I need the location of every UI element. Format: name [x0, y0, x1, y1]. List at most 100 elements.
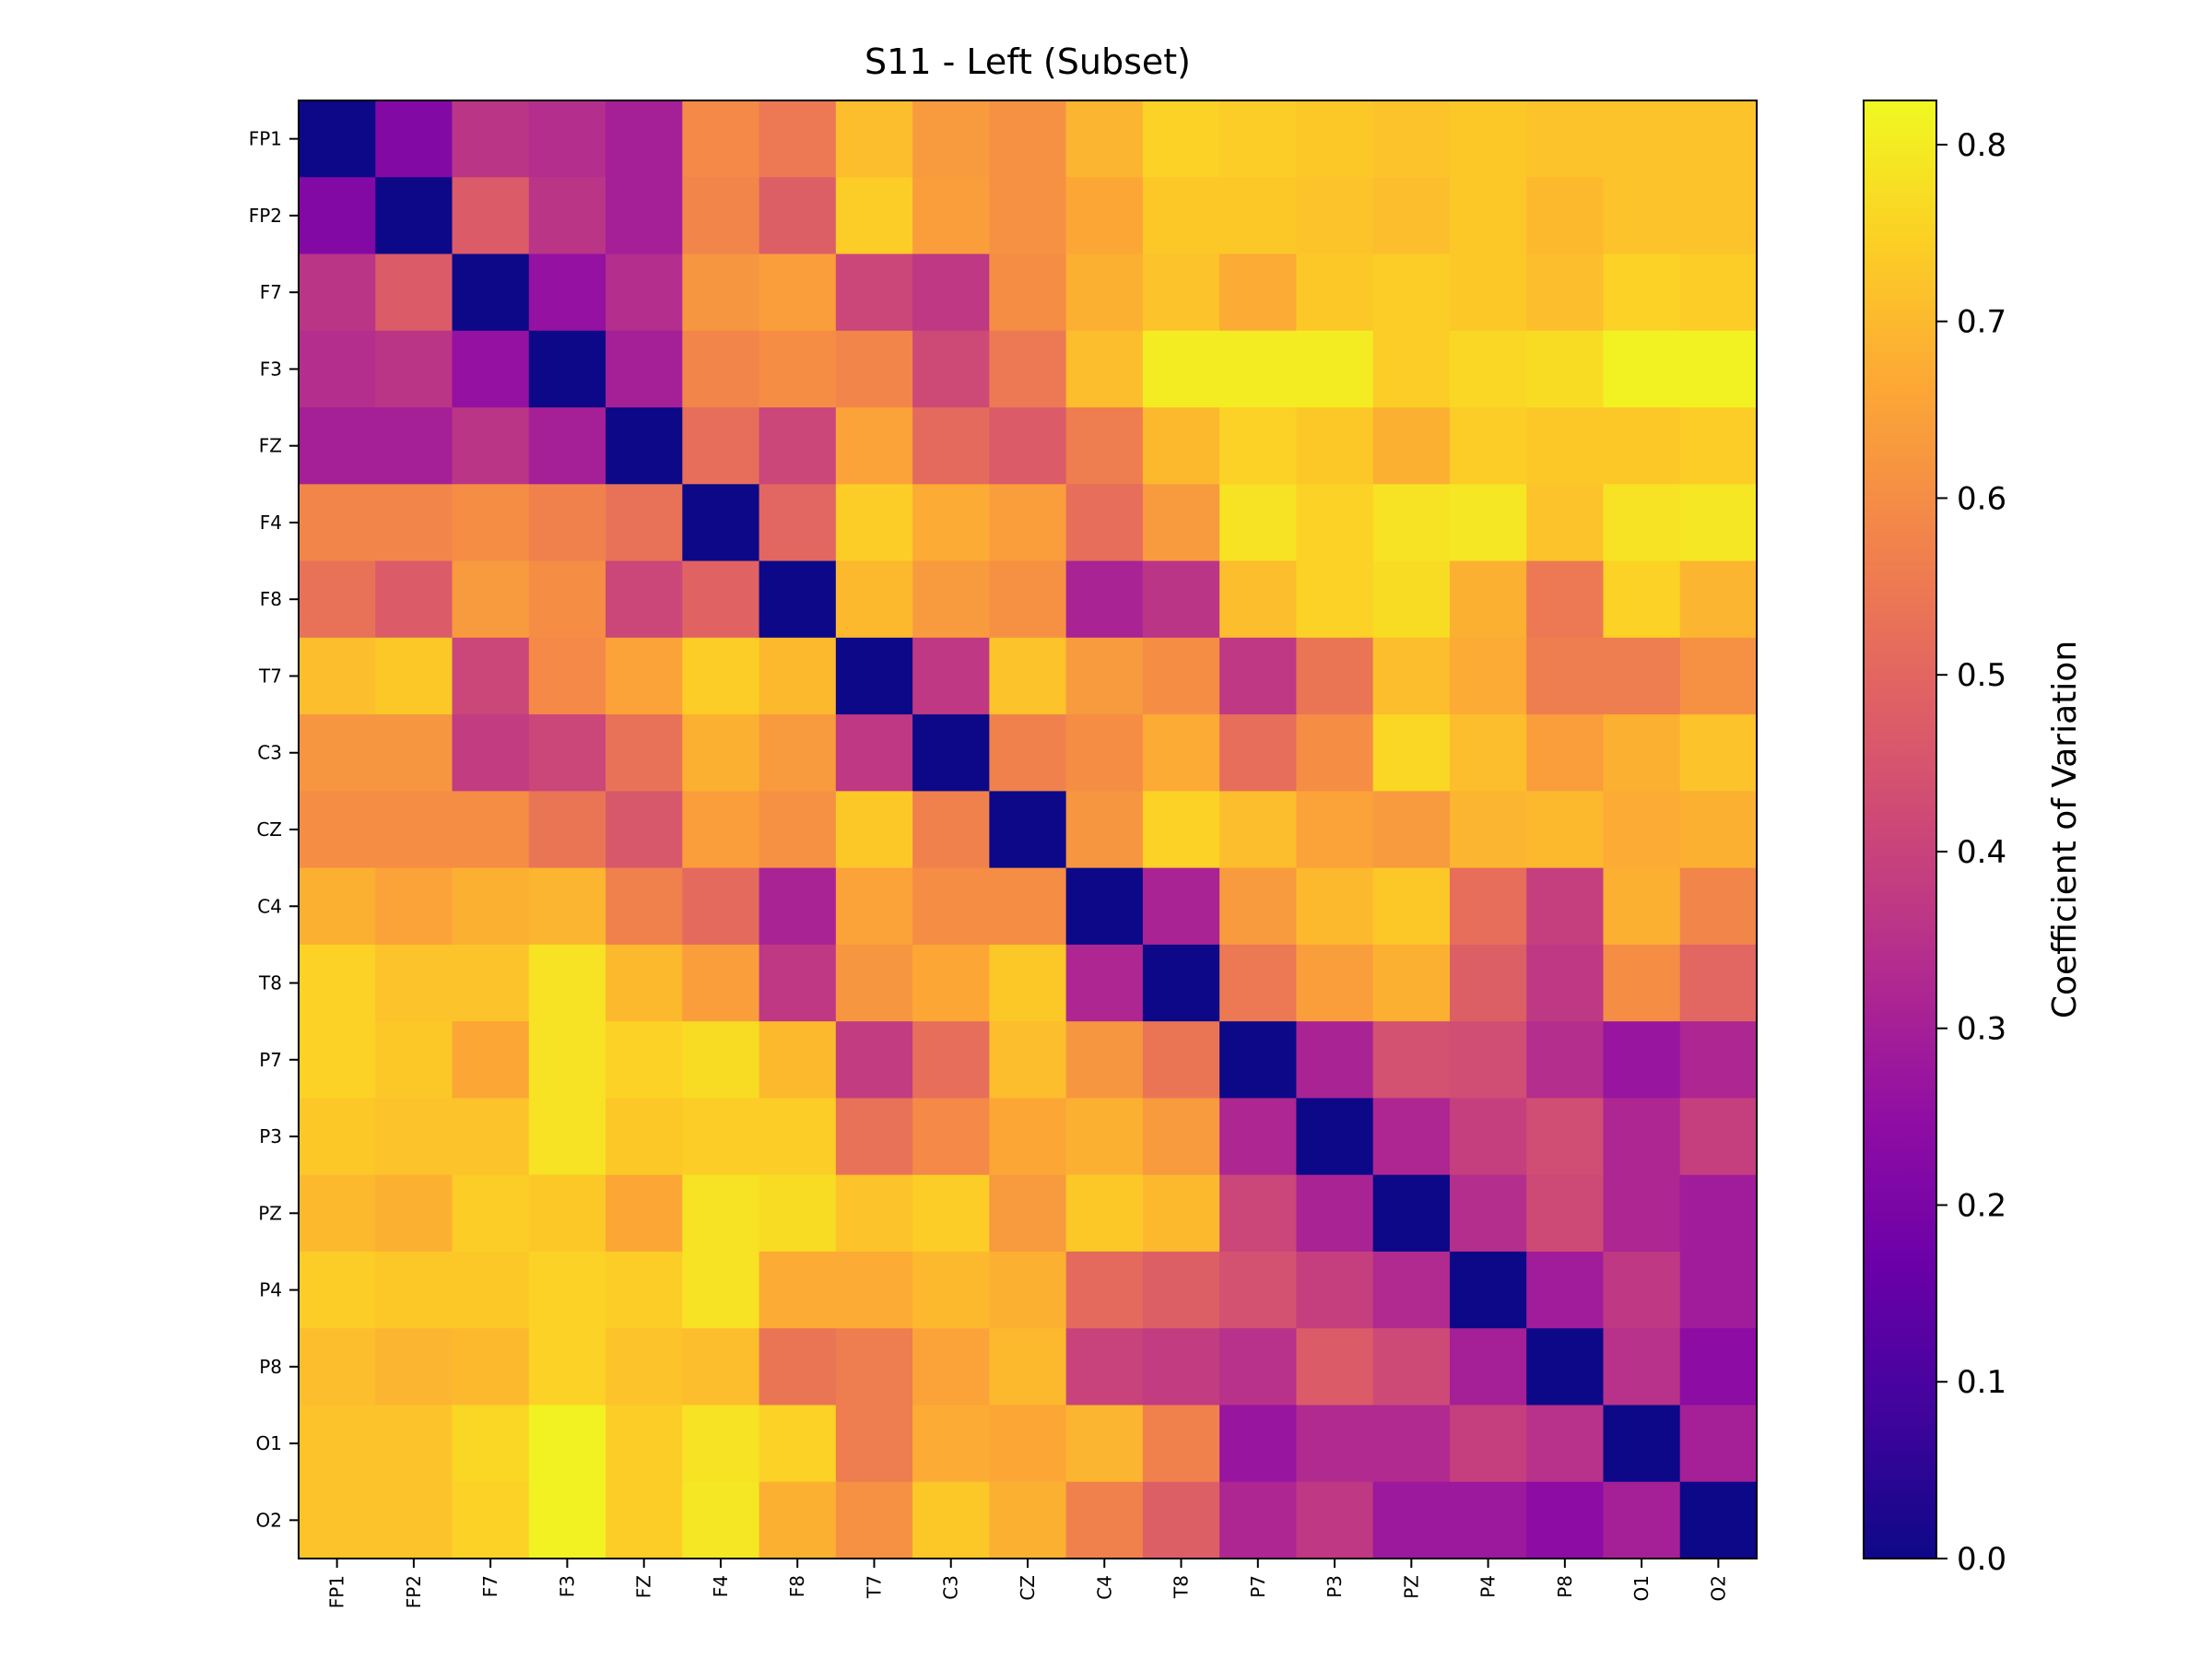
heatmap-cell [1142, 177, 1220, 255]
heatmap-cell [1679, 1174, 1758, 1253]
heatmap-cell [912, 944, 990, 1022]
heatmap-cell [1679, 1405, 1758, 1483]
heatmap-cell [528, 560, 606, 639]
heatmap-cell [1219, 714, 1298, 792]
heatmap-cell [452, 867, 530, 946]
heatmap-cell [989, 1098, 1067, 1176]
heatmap-cell [989, 1328, 1067, 1406]
heatmap-cell [606, 944, 683, 1022]
heatmap-cell [299, 1251, 376, 1329]
heatmap-cell [528, 484, 606, 562]
heatmap-cell [1219, 1481, 1298, 1559]
heatmap-cell [1065, 1098, 1144, 1176]
heatmap-cell [1142, 1021, 1220, 1100]
x-tick-label: P4 [1477, 1575, 1500, 1598]
y-tick-label: T8 [258, 972, 282, 994]
heatmap-cell [1065, 330, 1144, 408]
heatmap-cell [452, 791, 530, 869]
colorbar-label: Coefficient of Variation [2046, 641, 2084, 1018]
x-tick-label: P3 [1324, 1575, 1346, 1598]
heatmap-cell [1449, 560, 1527, 639]
heatmap-cell [1065, 407, 1144, 485]
heatmap-cell [1449, 407, 1527, 485]
heatmap-cell [1372, 177, 1451, 255]
heatmap-cell [1142, 637, 1220, 715]
heatmap-cell [452, 1405, 530, 1483]
x-tick-label: P7 [1247, 1575, 1269, 1598]
heatmap-cells [299, 100, 1758, 1559]
heatmap-cell [375, 1405, 453, 1483]
heatmap-cell [1142, 1251, 1220, 1329]
colorbar-ticks: 0.0 0.1 0.2 0.3 0.4 0.5 0.6 0.7 0.8 [1936, 127, 2006, 1578]
heatmap-cell [989, 560, 1067, 639]
heatmap-cell [1526, 1405, 1605, 1483]
heatmap-cell [1372, 714, 1451, 792]
heatmap-cell [528, 1251, 606, 1329]
heatmap-cell [1142, 560, 1220, 639]
x-tick-label: T8 [1171, 1575, 1193, 1599]
heatmap-cell [299, 637, 376, 715]
heatmap-cell [1065, 944, 1144, 1022]
heatmap-cell [1372, 1251, 1451, 1329]
heatmap-cell [1679, 1481, 1758, 1559]
heatmap-cell [1679, 714, 1758, 792]
heatmap-cell [1372, 1174, 1451, 1253]
colorbar [1863, 100, 1937, 1559]
colorbar-tick-label: 0.2 [1957, 1187, 2006, 1224]
heatmap-cell [299, 407, 376, 485]
heatmap-cell [835, 100, 913, 178]
heatmap-cell [375, 791, 453, 869]
heatmap-cell [1603, 867, 1681, 946]
heatmap-cell [1065, 253, 1144, 332]
heatmap-cell [1219, 1021, 1298, 1100]
heatmap-cell [452, 253, 530, 332]
heatmap-cell [1296, 944, 1374, 1022]
heatmap-cell [912, 637, 990, 715]
heatmap-cell [1142, 330, 1220, 408]
y-tick-label: FZ [259, 435, 282, 457]
heatmap-cell [528, 714, 606, 792]
heatmap-cell [1372, 791, 1451, 869]
heatmap-cell [299, 867, 376, 946]
y-axis-ticks: FP1 FP2 F7 F3 FZ F4 F8 T7 C3 CZ C4 T8 P7 P3 PZ P4 P8 O1 O2 [249, 128, 299, 1531]
heatmap-cell [1065, 100, 1144, 178]
heatmap-cell [835, 1021, 913, 1100]
heatmap-cell [912, 1328, 990, 1406]
heatmap-cell [1372, 1328, 1451, 1406]
heatmap-cell [1296, 177, 1374, 255]
heatmap-cell [912, 407, 990, 485]
heatmap-cell [606, 407, 683, 485]
heatmap-cell [452, 1481, 530, 1559]
x-tick-label: F4 [710, 1575, 732, 1597]
heatmap-cell [759, 1098, 837, 1176]
heatmap-cell [1526, 330, 1605, 408]
heatmap-cell [375, 944, 453, 1022]
x-axis-ticks: FP1 FP2 F7 F3 FZ F4 F8 T7 C3 CZ C4 T8 P7 P3 PZ P4 P8 O1 O2 [326, 1559, 1729, 1608]
heatmap-cell [606, 484, 683, 562]
heatmap-cell [1603, 1328, 1681, 1406]
heatmap-cell [912, 1021, 990, 1100]
heatmap-cell [1142, 100, 1220, 178]
heatmap-cell [835, 791, 913, 869]
heatmap-cell [528, 1328, 606, 1406]
colorbar-tick-label: 0.4 [1957, 834, 2006, 871]
heatmap-cell [1065, 177, 1144, 255]
heatmap-cell [989, 1481, 1067, 1559]
heatmap-cell [1526, 177, 1605, 255]
heatmap-cell [299, 791, 376, 869]
heatmap-cell [835, 867, 913, 946]
heatmap-cell [1372, 407, 1451, 485]
heatmap-cell [989, 1251, 1067, 1329]
heatmap-cell [1526, 1481, 1605, 1559]
y-tick-label: P3 [259, 1125, 282, 1147]
heatmap-cell [1219, 1328, 1298, 1406]
heatmap-cell [1449, 484, 1527, 562]
heatmap-cell [835, 1098, 913, 1176]
y-tick-label: C3 [257, 742, 282, 764]
heatmap-cell [989, 1174, 1067, 1253]
x-tick-label: F3 [556, 1575, 578, 1597]
heatmap-cell [1526, 791, 1605, 869]
heatmap-cell [759, 330, 837, 408]
heatmap-cell [528, 637, 606, 715]
heatmap-cell [1065, 714, 1144, 792]
